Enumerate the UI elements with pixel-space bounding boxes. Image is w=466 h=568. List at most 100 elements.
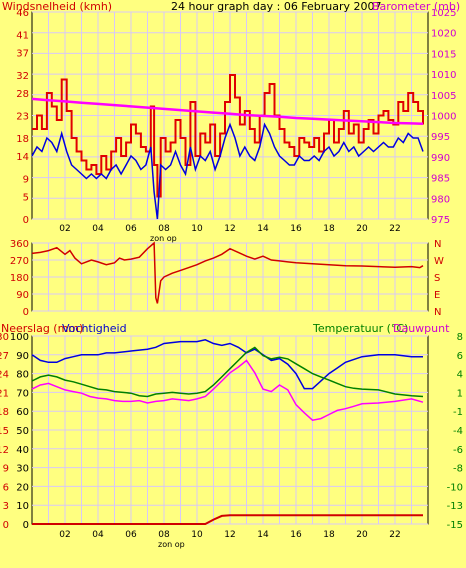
barometer-tick: 1025 (431, 8, 456, 19)
wind-speed-tick: 37 (16, 49, 29, 60)
panel3-grid (32, 335, 428, 525)
compass-tick: W (434, 256, 444, 267)
humidity-axis-title: Vochtigheid (62, 322, 127, 335)
barometer-line (31, 97, 424, 126)
humidity-line (31, 339, 423, 390)
wind-speed-tick: 0 (23, 215, 29, 226)
sunrise-label-bottom: zon op (158, 540, 185, 549)
x-tick-label: 16 (290, 530, 302, 540)
wind-speed-tick: 41 (16, 31, 29, 42)
temperature-tick: 8 (457, 332, 463, 343)
temperature-tick: -15 (447, 520, 463, 531)
x-tick-label: 16 (290, 224, 302, 234)
rain-tick: 30 (0, 332, 9, 343)
rain-tick: 21 (0, 388, 9, 399)
x-tick-label: 06 (125, 530, 137, 540)
humidity-tick: 90 (16, 351, 29, 362)
x-tick-label: 12 (224, 224, 235, 234)
panel1-right-ticks: 975 980 985 990 995 1000 1005 1010 1015 1020 1025 (431, 8, 456, 226)
temperature-tick: -10 (447, 482, 463, 493)
rain-tick: 18 (0, 407, 9, 418)
panel1-left-ticks: 0 5 9 14 18 23 28 32 37 41 46 (16, 8, 29, 226)
compass-tick: N (434, 307, 441, 318)
direction-tick: 270 (10, 256, 29, 267)
x-tick-label: 18 (323, 530, 335, 540)
direction-tick: 360 (10, 239, 29, 250)
temperature-line (31, 346, 424, 398)
x-tick-label: 20 (356, 530, 368, 540)
compass-tick: S (434, 273, 440, 284)
temperature-tick: -4 (453, 426, 463, 437)
humidity-tick: 20 (16, 482, 29, 493)
rain-line (32, 514, 423, 525)
x-tick-label: 14 (257, 530, 269, 540)
barometer-tick: 1015 (431, 49, 456, 60)
panel2-left-ticks: 0 90 180 270 360 (10, 239, 29, 318)
barometer-tick: 975 (431, 215, 450, 226)
compass-tick: N (434, 239, 441, 250)
wind-speed-tick: 14 (16, 152, 29, 163)
panel3-rain-ticks: 0 3 6 9 12 15 18 21 24 27 30 (0, 332, 9, 531)
rain-tick: 12 (0, 445, 9, 456)
wind-speed-axis-title: Windsnelheid (kmh) (2, 0, 112, 13)
dewpoint-axis-title: Dauwpunt (393, 322, 450, 335)
x-tick-label: 02 (59, 530, 70, 540)
panel2-series (31, 241, 424, 304)
wind-speed-tick: 23 (16, 112, 29, 123)
humidity-tick: 70 (16, 388, 29, 399)
x-tick-label: 22 (389, 224, 400, 234)
humidity-tick: 80 (16, 370, 29, 381)
rain-tick: 24 (0, 370, 9, 381)
wind-speed-tick: 46 (16, 8, 29, 19)
panel1-series (31, 74, 424, 220)
panel3-humidity-ticks: 0 10 20 30 40 50 60 70 80 90 100 (10, 332, 29, 531)
rain-tick: 0 (3, 520, 9, 531)
direction-tick: 90 (16, 290, 29, 301)
rain-axis-title: Neerslag (mm) (1, 322, 83, 335)
barometer-tick: 990 (431, 153, 450, 164)
x-tick-label: 14 (257, 224, 269, 234)
wind-speed-tick: 28 (16, 89, 29, 100)
wind-speed-tick: 5 (23, 193, 29, 204)
humidity-tick: 100 (10, 332, 29, 343)
barometer-tick: 995 (431, 132, 450, 143)
panel1-x-ticks: 02 04 06 08 10 12 14 16 18 20 22 (59, 224, 400, 234)
barometer-tick: 980 (431, 194, 450, 205)
x-tick-label: 06 (125, 224, 137, 234)
temperature-tick: -8 (453, 464, 463, 475)
x-tick-label: 08 (158, 224, 170, 234)
humidity-tick: 10 (16, 501, 29, 512)
temperature-tick: 1 (457, 388, 463, 399)
rain-tick: 9 (3, 464, 9, 475)
humidity-tick: 50 (16, 426, 29, 437)
x-tick-label: 22 (389, 530, 400, 540)
x-tick-label: 08 (158, 530, 170, 540)
wind-average-line (31, 122, 424, 220)
temperature-tick: 4 (457, 370, 463, 381)
rain-humidity-temperature-panel: 036912151821242730 010203040506070809010… (0, 332, 463, 549)
direction-tick: 0 (23, 307, 29, 318)
barometer-tick: 985 (431, 174, 450, 185)
panel2-grid (32, 242, 428, 312)
humidity-tick: 40 (16, 445, 29, 456)
panel3-temperature-ticks: -15 -13 -10 -8 -6 -4 -1 1 4 6 8 (447, 332, 463, 531)
compass-tick: E (434, 290, 440, 301)
temperature-tick: -13 (447, 501, 463, 512)
rain-tick: 3 (3, 501, 9, 512)
x-tick-label: 04 (92, 224, 104, 234)
wind-speed-tick: 9 (23, 175, 29, 186)
barometer-tick: 1020 (431, 29, 456, 40)
humidity-tick: 0 (23, 520, 29, 531)
humidity-tick: 60 (16, 407, 29, 418)
wind-direction-line (31, 241, 424, 304)
panel3-series (31, 339, 424, 525)
sunrise-label-top: zon op (150, 234, 177, 243)
barometer-tick: 1005 (431, 91, 456, 102)
chart-title: 24 hour graph day : 06 February 2007 (171, 0, 382, 13)
x-tick-label: 20 (356, 224, 368, 234)
